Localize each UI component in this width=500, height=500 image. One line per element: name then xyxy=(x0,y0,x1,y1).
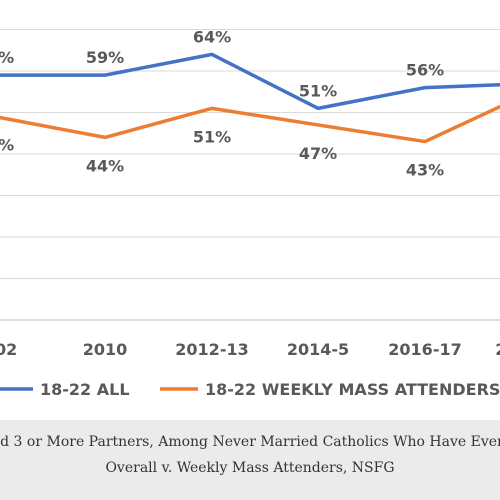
data-label: 43% xyxy=(406,161,444,180)
x-tick-label: 2018-19 xyxy=(495,340,500,359)
caption-line-2: Overall v. Weekly Mass Attenders, NSFG xyxy=(105,460,395,476)
x-tick-label: 2010 xyxy=(83,340,128,359)
data-label: 47% xyxy=(299,144,337,163)
series-line-all xyxy=(0,52,500,111)
line-chart: 59% 59% 64% 51% 56% 49% 44% 51% 47% 43% 2002 2010 2… xyxy=(0,27,500,399)
data-label: 56% xyxy=(406,61,444,80)
data-label: 51% xyxy=(193,127,231,146)
legend-label: 18-22 WEEKLY MASS ATTENDERS xyxy=(205,380,500,399)
data-label: 64% xyxy=(193,27,231,46)
data-label: 59% xyxy=(0,48,14,67)
data-label: 59% xyxy=(86,48,124,67)
x-tick-label: 2012-13 xyxy=(175,340,248,359)
x-tick-label: 2016-17 xyxy=(388,340,461,359)
x-tick-label: 2002 xyxy=(0,340,17,359)
data-label: 49% xyxy=(0,136,14,155)
series-line-weekly-mass-attenders xyxy=(0,104,500,144)
data-label: 51% xyxy=(299,81,337,100)
caption-panel: Had 3 or More Partners, Among Never Marr… xyxy=(0,420,500,500)
caption-line-1: Had 3 or More Partners, Among Never Marr… xyxy=(0,434,500,450)
legend-label: 18-22 ALL xyxy=(40,380,130,399)
chart-panel: 59% 59% 64% 51% 56% 49% 44% 51% 47% 43% 2002 2010 2… xyxy=(0,27,500,399)
data-label: 44% xyxy=(86,156,124,175)
x-tick-label: 2014-5 xyxy=(287,340,349,359)
